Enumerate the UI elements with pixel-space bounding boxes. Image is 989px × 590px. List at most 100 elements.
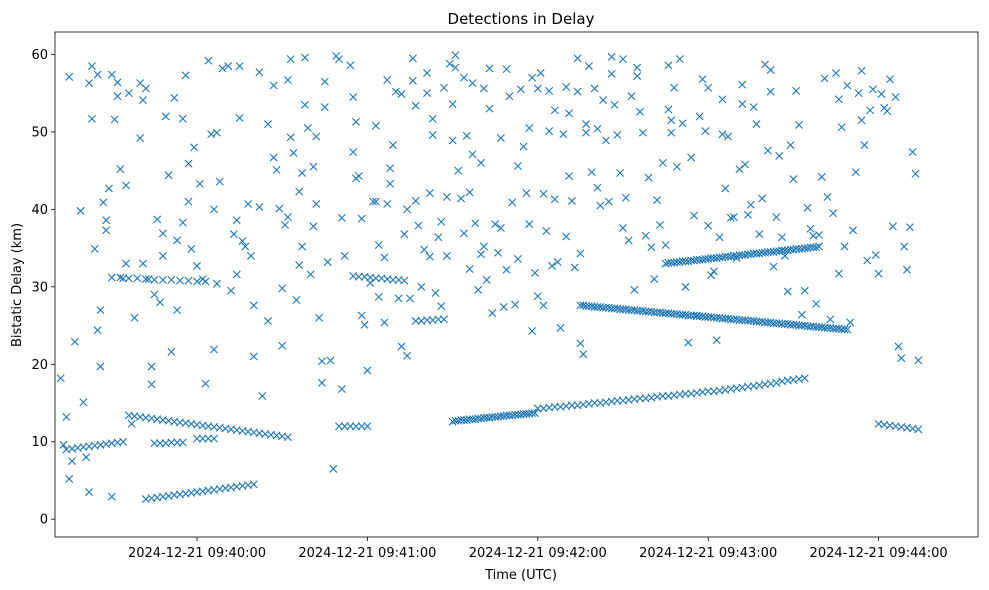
data-point [678, 257, 687, 266]
data-point [741, 160, 750, 169]
data-point [823, 192, 832, 201]
data-point [337, 385, 346, 394]
data-point [550, 195, 559, 204]
data-point [116, 165, 125, 174]
data-point [170, 93, 179, 102]
data-point [511, 410, 520, 419]
data-point [672, 162, 681, 171]
data-point [528, 73, 537, 82]
data-point [411, 101, 420, 110]
data-point [670, 83, 679, 92]
data-point [292, 296, 301, 304]
x-tick-label: 2024-12-21 09:43:00 [639, 546, 777, 561]
data-point [326, 356, 335, 365]
data-point [664, 258, 673, 267]
data-point [758, 194, 767, 203]
data-point [519, 142, 528, 151]
data-point [772, 213, 781, 222]
data-point [675, 55, 684, 64]
data-point [400, 230, 409, 239]
data-point [763, 146, 772, 155]
y-tick-label: 20 [31, 358, 48, 373]
data-point [783, 287, 792, 296]
data-point [692, 255, 701, 264]
data-point [354, 172, 363, 181]
data-point [644, 173, 653, 182]
chart-title: Detections in Delay [448, 10, 595, 28]
data-point [323, 258, 332, 267]
data-point [701, 313, 710, 322]
data-point [167, 438, 176, 447]
data-point [721, 252, 730, 261]
data-point [709, 267, 718, 276]
x-tick-label: 2024-12-21 09:42:00 [469, 546, 607, 561]
data-point [184, 276, 193, 285]
data-point [264, 120, 272, 129]
data-point [178, 438, 187, 447]
data-point [363, 422, 372, 431]
data-point [658, 392, 667, 401]
data-point [278, 341, 287, 350]
data-point [150, 290, 159, 299]
data-point [371, 121, 380, 130]
data-point [477, 158, 485, 167]
data-point [556, 323, 565, 332]
data-point [786, 141, 795, 150]
data-point [826, 315, 835, 324]
data-point [93, 326, 102, 335]
data-point [255, 203, 264, 212]
data-point [451, 51, 460, 60]
data-point [173, 438, 182, 447]
data-point [127, 419, 136, 428]
data-point [803, 322, 812, 331]
data-point [76, 206, 85, 215]
data-point [423, 316, 432, 325]
data-point [729, 213, 738, 222]
data-point [65, 474, 74, 483]
data-point [914, 425, 923, 434]
data-point [511, 300, 520, 309]
data-point [312, 132, 321, 141]
data-point [400, 276, 409, 285]
data-point [885, 75, 894, 84]
data-point [516, 85, 525, 94]
data-point [459, 73, 468, 82]
data-point [164, 171, 173, 180]
y-axis-label: Bistatic Delay (km) [10, 223, 25, 347]
data-point [633, 306, 642, 315]
data-point [530, 268, 539, 277]
data-point [406, 294, 414, 303]
data-point [704, 83, 713, 92]
data-point [244, 199, 253, 208]
data-point [437, 217, 446, 226]
data-point [746, 200, 755, 209]
data-point [502, 265, 511, 274]
data-point [795, 120, 804, 129]
data-point [866, 106, 875, 115]
y-tick-label: 40 [31, 203, 48, 218]
data-point [249, 301, 258, 310]
data-point [275, 204, 284, 213]
data-point [482, 275, 491, 284]
data-point [99, 198, 108, 207]
data-point [834, 95, 843, 104]
data-point [559, 130, 568, 139]
data-point [650, 308, 659, 317]
data-point [380, 318, 389, 327]
data-point [840, 325, 849, 334]
data-point [201, 379, 210, 388]
data-point [565, 109, 574, 118]
data-point [264, 316, 272, 325]
data-point [735, 165, 744, 174]
data-point [769, 262, 778, 271]
data-point [837, 325, 846, 334]
data-point [692, 312, 701, 321]
data-point [198, 434, 207, 443]
data-point [119, 274, 128, 283]
data-point [423, 69, 432, 78]
data-point [576, 339, 585, 348]
data-point [903, 265, 911, 274]
data-point [593, 183, 602, 192]
data-point [386, 164, 395, 173]
data-point [834, 269, 843, 278]
